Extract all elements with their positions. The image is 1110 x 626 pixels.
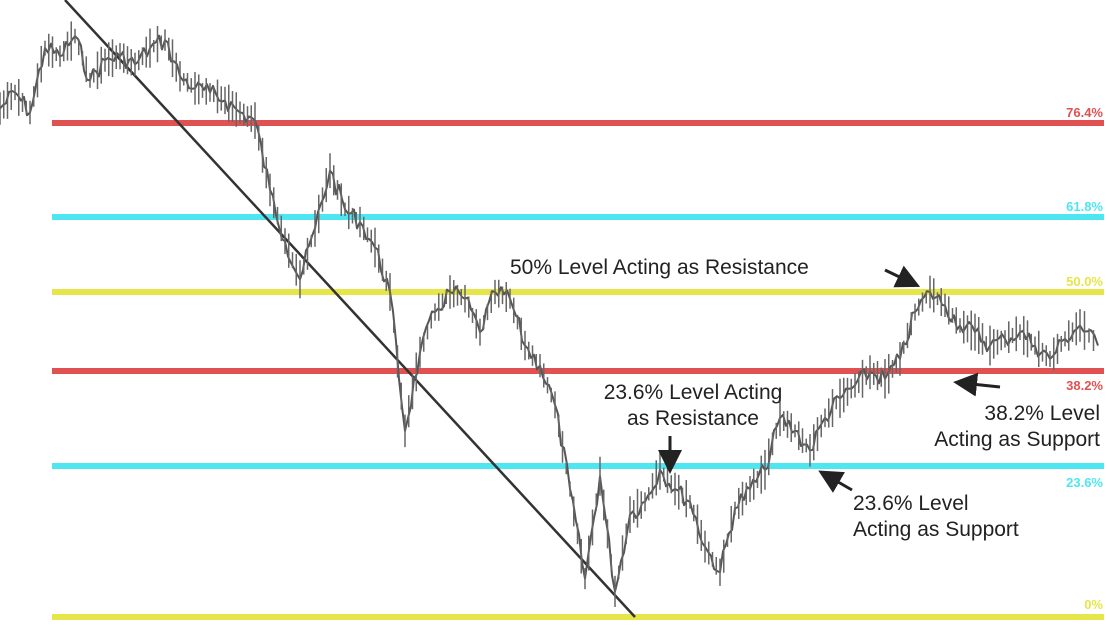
annotation-line: Acting as Support <box>853 518 1019 541</box>
annotation-line: as Resistance <box>627 407 759 430</box>
annotation-arrow-2 <box>953 372 1001 397</box>
annotation-line: 38.2% Level <box>984 402 1100 425</box>
annotations-layer: 50% Level Acting as Resistance 23.6% Leve… <box>510 256 1100 541</box>
level-label-5: 0% <box>1084 597 1103 612</box>
level-label-3: 38.2% <box>1066 378 1103 393</box>
trendline-layer <box>64 0 636 618</box>
price-series-layer <box>0 21 1099 607</box>
annotation-arrow-3 <box>818 470 853 493</box>
annotation-arrow-0 <box>884 265 921 288</box>
trendline <box>64 0 636 618</box>
annotation-line: 50% Level Acting as Resistance <box>510 256 809 279</box>
annotation-1: 23.6% Level Acting as Resistance <box>604 381 783 430</box>
level-label-1: 61.8% <box>1066 199 1103 214</box>
level-label-2: 50.0% <box>1066 274 1103 289</box>
annotation-0: 50% Level Acting as Resistance <box>510 256 809 279</box>
level-label-0: 76.4% <box>1066 105 1103 120</box>
annotation-2: 38.2% Level Acting as Support <box>934 402 1100 451</box>
annotation-line: 23.6% Level <box>853 492 969 515</box>
annotation-3: 23.6% Level Acting as Support <box>853 492 1019 541</box>
annotation-line: 23.6% Level Acting <box>604 381 783 404</box>
level-label-4: 23.6% <box>1066 475 1103 490</box>
annotation-line: Acting as Support <box>934 428 1100 451</box>
